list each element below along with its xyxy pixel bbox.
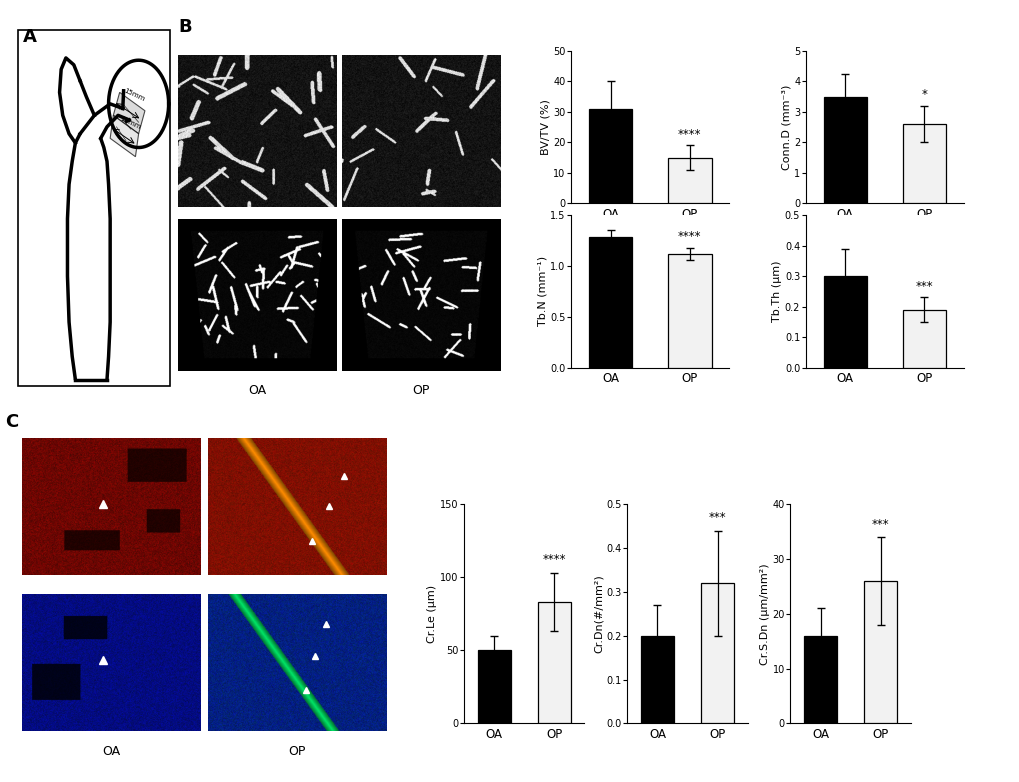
Bar (822, 276, 866, 368)
Bar (588, 238, 632, 368)
Text: 10mm: 10mm (119, 115, 142, 130)
Polygon shape (110, 115, 139, 156)
Bar (803, 636, 837, 723)
Y-axis label: Conn.D (mm⁻³): Conn.D (mm⁻³) (781, 84, 791, 170)
Text: ****: **** (678, 230, 701, 243)
Bar (822, 96, 866, 203)
Bar (537, 602, 571, 723)
Text: *: * (920, 88, 926, 101)
Polygon shape (113, 92, 145, 134)
Text: OA: OA (103, 744, 120, 758)
Y-axis label: Tb.N (mm⁻¹): Tb.N (mm⁻¹) (537, 256, 547, 326)
Y-axis label: Cr.S.Dn (μm/mm²): Cr.S.Dn (μm/mm²) (759, 563, 769, 665)
Y-axis label: Cr.Le (μm): Cr.Le (μm) (427, 585, 437, 643)
Text: OP: OP (288, 744, 306, 758)
Text: B: B (178, 18, 192, 37)
Bar (588, 109, 632, 203)
Bar (640, 636, 674, 723)
Y-axis label: Tb.Th (μm): Tb.Th (μm) (771, 260, 782, 322)
Bar (902, 124, 946, 203)
Text: ***: *** (708, 511, 726, 524)
Bar (902, 310, 946, 368)
Bar (863, 581, 897, 723)
Text: C: C (5, 413, 18, 432)
Text: ****: **** (542, 554, 566, 566)
Text: ***: *** (871, 518, 889, 531)
Text: ***: *** (915, 280, 932, 292)
Text: 15mm: 15mm (122, 88, 145, 102)
Y-axis label: BV/TV (%): BV/TV (%) (540, 99, 550, 155)
Text: OA: OA (249, 384, 266, 396)
Text: OP: OP (412, 384, 429, 396)
Bar (477, 651, 511, 723)
Text: ****: **** (678, 127, 701, 141)
Bar (700, 583, 734, 723)
Bar (667, 157, 711, 203)
Y-axis label: Cr.Dn(#/mm²): Cr.Dn(#/mm²) (593, 575, 603, 653)
Bar (667, 253, 711, 368)
Text: A: A (23, 28, 37, 46)
